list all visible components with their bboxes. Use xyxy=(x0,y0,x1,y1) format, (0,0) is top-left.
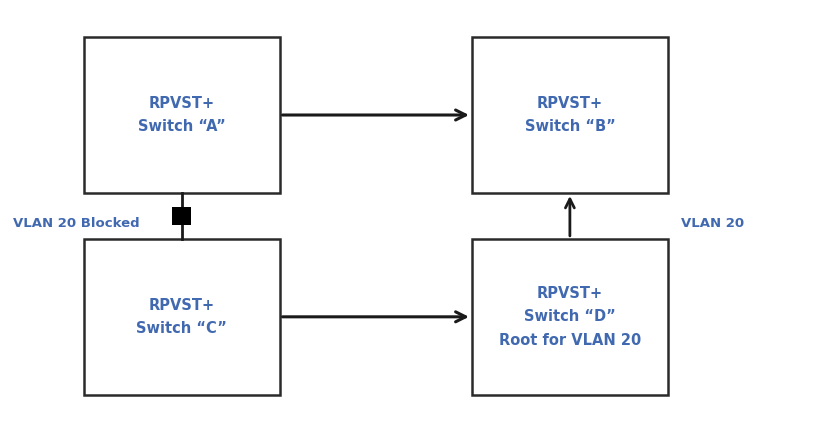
Bar xyxy=(84,37,280,193)
Bar xyxy=(472,37,668,193)
Text: VLAN 20: VLAN 20 xyxy=(681,217,744,230)
Text: VLAN 20 Blocked: VLAN 20 Blocked xyxy=(13,217,139,230)
Text: RPVST+
Switch “C”: RPVST+ Switch “C” xyxy=(136,298,227,336)
Text: RPVST+
Switch “D”
Root for VLAN 20: RPVST+ Switch “D” Root for VLAN 20 xyxy=(498,286,641,348)
Bar xyxy=(84,239,280,395)
Bar xyxy=(172,207,190,225)
Text: RPVST+
Switch “B”: RPVST+ Switch “B” xyxy=(524,96,615,134)
Text: RPVST+
Switch “A”: RPVST+ Switch “A” xyxy=(138,96,225,134)
Bar xyxy=(472,239,668,395)
